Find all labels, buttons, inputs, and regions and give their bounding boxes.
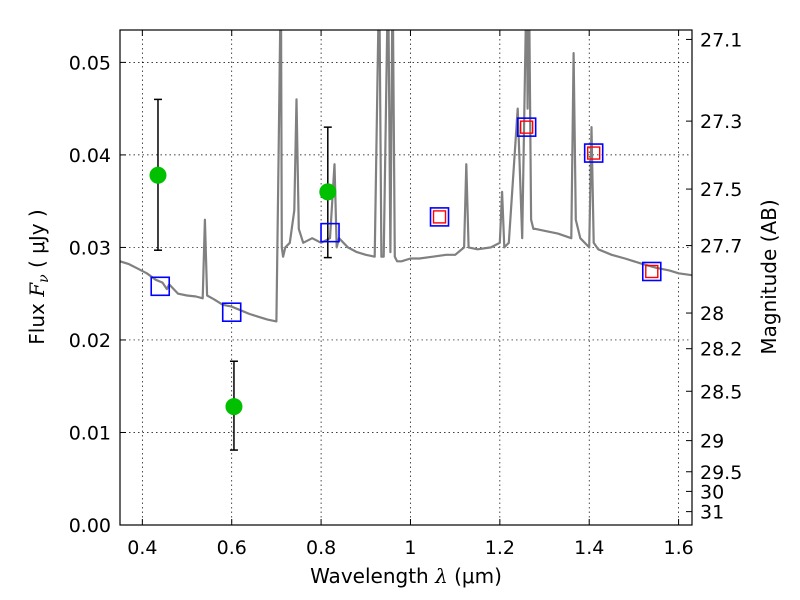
tick-marks bbox=[120, 30, 692, 526]
observed-point bbox=[319, 183, 337, 201]
y2-axis-label: Magnitude (AB) bbox=[757, 199, 781, 354]
model-band-square bbox=[516, 117, 537, 137]
magnitude-tick-label: 28 bbox=[700, 303, 724, 325]
model-band-square bbox=[641, 261, 662, 282]
magnitude-tick-label: 29.5 bbox=[700, 462, 742, 484]
plot-frame bbox=[119, 29, 693, 526]
magnitude-tick-label: 27.7 bbox=[700, 236, 742, 258]
x-tick-label: 1 bbox=[404, 537, 416, 559]
x-tick-label: 0.6 bbox=[217, 537, 247, 559]
y-tick-label: 0.03 bbox=[69, 237, 111, 259]
y-tick-label: 0.00 bbox=[69, 515, 111, 537]
model-band-inner-square bbox=[432, 210, 447, 224]
y-axis-label: Flux Fν ( μJy ) bbox=[25, 209, 52, 344]
model-band-square bbox=[429, 207, 450, 227]
model-band-inner-square bbox=[586, 146, 601, 160]
y-tick-label: 0.01 bbox=[69, 422, 111, 444]
magnitude-tick-label: 27.1 bbox=[700, 29, 742, 51]
x-tick-label: 1.4 bbox=[574, 537, 604, 559]
y-tick-label: 0.04 bbox=[69, 145, 111, 167]
model-band-square bbox=[583, 143, 604, 163]
y-tick-labels: 0.00 0.01 0.02 0.03 0.04 0.05 bbox=[69, 52, 111, 537]
model-band-square bbox=[221, 302, 242, 322]
model-band-square bbox=[320, 222, 340, 243]
model-band-layer bbox=[150, 117, 662, 322]
y-tick-label: 0.05 bbox=[69, 52, 111, 74]
y-tick-label: 0.02 bbox=[69, 330, 111, 352]
x-axis-label: Wavelength λ (μm) bbox=[310, 564, 502, 588]
magnitude-tick-label: 28.5 bbox=[700, 381, 742, 403]
x-tick-label: 0.4 bbox=[127, 537, 157, 559]
model-band-square bbox=[150, 276, 171, 297]
magnitude-tick-label: 31 bbox=[700, 502, 724, 524]
x-tick-label: 0.8 bbox=[306, 537, 336, 559]
model-band-inner-square bbox=[645, 264, 659, 279]
observed-point bbox=[225, 398, 243, 416]
x-tick-label: 1.6 bbox=[663, 537, 693, 559]
x-tick-label: 1.2 bbox=[485, 537, 515, 559]
magnitude-tick-label: 28.2 bbox=[700, 339, 742, 361]
model-band-inner-square bbox=[519, 120, 534, 134]
observed-point bbox=[149, 166, 167, 184]
magnitude-tick-label: 27.5 bbox=[700, 179, 742, 201]
magnitude-tick-label: 29 bbox=[700, 431, 724, 453]
magnitude-tick-label: 27.3 bbox=[700, 111, 742, 133]
x-tick-labels: 0.4 0.6 0.8 1 1.2 1.4 1.6 bbox=[127, 537, 693, 559]
magnitude-tick-label: 30 bbox=[700, 481, 724, 503]
observed-points-layer bbox=[149, 166, 337, 416]
